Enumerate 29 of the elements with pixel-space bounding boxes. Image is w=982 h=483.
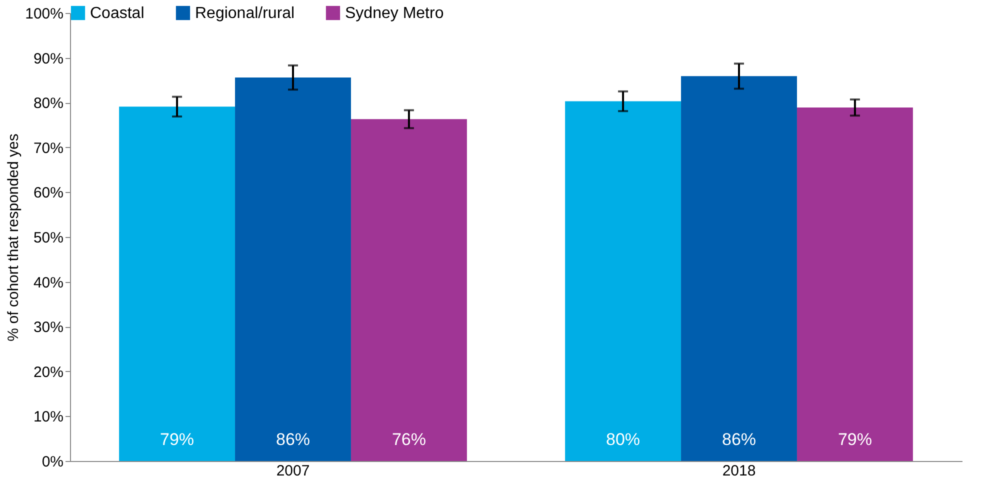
y-tick-label: 90% [33,50,64,68]
legend-label: Sydney Metro [345,5,444,22]
bar [119,106,236,461]
y-tick-label: 30% [33,319,64,336]
y-axis-title: % of cohort that responded yes [5,134,22,342]
y-tick-label: 40% [33,274,64,292]
x-tick-label: 2018 [722,462,756,480]
x-tick-label: 2007 [276,462,310,480]
y-tick-label: 20% [33,364,64,381]
data-label: 79% [160,430,194,449]
data-label: 76% [392,430,426,449]
data-label: 86% [722,430,756,449]
y-tick-label: 60% [33,184,64,202]
data-label: 80% [606,430,640,449]
bar [235,78,351,461]
bar [796,108,913,461]
bar [350,119,467,461]
legend-label: Regional/rural [195,5,295,22]
y-tick-label: 50% [33,230,64,246]
legend-label: Coastal [90,5,144,22]
data-label: 79% [838,430,872,449]
y-tick-label: 10% [33,408,64,426]
data-label: 86% [276,430,310,449]
y-tick-label: 80% [33,95,64,112]
bar [565,101,682,461]
bar [681,76,797,461]
y-tick-label: 100% [25,6,64,22]
y-tick-label: 0% [42,454,64,470]
y-tick-label: 70% [33,140,64,157]
